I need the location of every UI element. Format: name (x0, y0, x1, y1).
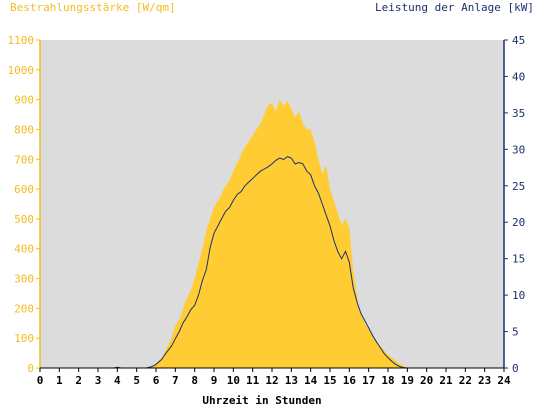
x-tick-label: 24 (497, 374, 511, 387)
right-tick-label: 5 (512, 326, 519, 339)
x-tick-label: 10 (227, 374, 240, 387)
irradiance-area (40, 99, 504, 368)
x-tick-label: 19 (401, 374, 414, 387)
x-tick-label: 2 (75, 374, 82, 387)
left-tick-label: 100 (14, 332, 34, 345)
x-tick-label: 5 (133, 374, 140, 387)
x-tick-label: 22 (459, 374, 472, 387)
left-tick-label: 1000 (8, 64, 35, 77)
left-tick-label: 400 (14, 243, 34, 256)
x-tick-label: 23 (478, 374, 491, 387)
x-tick-label: 18 (381, 374, 394, 387)
x-tick-label: 11 (246, 374, 260, 387)
right-tick-label: 45 (512, 34, 525, 47)
left-tick-label: 1100 (8, 34, 35, 47)
left-tick-label: 700 (14, 153, 34, 166)
x-tick-label: 16 (343, 374, 357, 387)
left-tick-label: 600 (14, 183, 34, 196)
right-tick-label: 25 (512, 180, 525, 193)
x-tick-label: 6 (153, 374, 160, 387)
axes-layer: 0100200300400500600700800900100011000510… (8, 34, 526, 387)
x-tick-label: 15 (323, 374, 336, 387)
left-tick-label: 0 (27, 362, 34, 375)
x-tick-label: 9 (211, 374, 218, 387)
x-tick-label: 17 (362, 374, 375, 387)
x-tick-label: 13 (285, 374, 298, 387)
x-tick-label: 12 (265, 374, 278, 387)
right-tick-label: 30 (512, 143, 525, 156)
left-tick-label: 500 (14, 213, 34, 226)
right-tick-label: 20 (512, 216, 525, 229)
left-axis-title: Bestrahlungsstärke [W/qm] (10, 1, 176, 14)
x-tick-label: 3 (95, 374, 102, 387)
right-tick-label: 10 (512, 289, 525, 302)
right-tick-label: 40 (512, 70, 525, 83)
right-axis-title: Leistung der Anlage [kW] (375, 1, 534, 14)
x-tick-label: 21 (439, 374, 453, 387)
x-tick-label: 20 (420, 374, 433, 387)
data-layer (40, 99, 504, 369)
left-tick-label: 800 (14, 123, 34, 136)
right-tick-label: 15 (512, 253, 525, 266)
x-tick-label: 8 (191, 374, 198, 387)
x-tick-label: 1 (56, 374, 63, 387)
left-tick-label: 900 (14, 94, 34, 107)
x-tick-label: 4 (114, 374, 121, 387)
power-line (40, 156, 504, 369)
x-axis-title: Uhrzeit in Stunden (202, 394, 321, 407)
right-tick-label: 0 (512, 362, 519, 375)
x-tick-label: 14 (304, 374, 318, 387)
right-tick-label: 35 (512, 107, 525, 120)
left-tick-label: 300 (14, 273, 34, 286)
left-tick-label: 200 (14, 302, 34, 315)
x-tick-label: 0 (37, 374, 44, 387)
x-tick-label: 7 (172, 374, 179, 387)
